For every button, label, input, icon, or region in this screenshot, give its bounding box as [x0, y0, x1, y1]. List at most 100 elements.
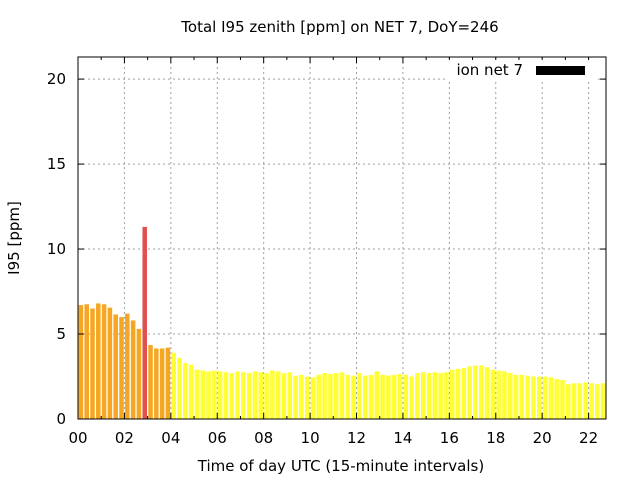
bar — [241, 372, 246, 419]
bar — [130, 320, 136, 419]
bar — [258, 372, 264, 419]
bar — [119, 317, 124, 419]
bar — [600, 383, 606, 419]
bar — [519, 374, 525, 419]
legend-swatch — [536, 66, 585, 75]
bar — [554, 379, 559, 419]
bar — [136, 328, 142, 419]
x-tick-label: 06 — [208, 429, 227, 447]
bar — [299, 374, 304, 419]
plot-frame — [77, 56, 607, 420]
bar — [560, 379, 565, 419]
bar — [380, 374, 385, 419]
bar — [322, 373, 327, 419]
bar — [246, 373, 252, 419]
bar — [212, 370, 217, 419]
bar — [159, 348, 165, 419]
bar — [183, 362, 188, 419]
bar — [293, 375, 298, 419]
bar — [374, 371, 380, 419]
bar — [351, 375, 356, 419]
bar — [542, 376, 548, 419]
bar — [513, 374, 519, 419]
bar — [125, 313, 130, 419]
bar — [357, 373, 362, 419]
bar — [391, 374, 397, 419]
legend-background — [445, 60, 595, 82]
bar — [467, 366, 472, 419]
x-tick-label: 08 — [254, 429, 273, 447]
bar — [223, 372, 229, 419]
x-axis-label: Time of day UTC (15-minute intervals) — [197, 457, 484, 475]
bar — [148, 345, 153, 419]
bar — [537, 376, 542, 419]
x-tick-label: 10 — [301, 429, 320, 447]
bar — [206, 371, 211, 419]
bar — [270, 370, 275, 419]
bar — [426, 373, 432, 419]
y-tick-label: 5 — [56, 325, 66, 343]
bar — [577, 383, 583, 419]
bar — [397, 373, 403, 419]
bar — [252, 371, 258, 419]
bar — [96, 303, 101, 419]
x-tick-label: 02 — [115, 429, 134, 447]
bar — [333, 373, 339, 419]
bar — [496, 370, 501, 419]
x-tick-label: 04 — [161, 429, 180, 447]
bar — [478, 365, 484, 419]
x-tick-label: 20 — [533, 429, 552, 447]
bar — [339, 372, 345, 419]
bar — [368, 374, 374, 419]
bar — [84, 304, 89, 419]
bar — [502, 371, 507, 419]
bar — [548, 377, 554, 419]
bar — [142, 226, 147, 419]
bar — [194, 369, 200, 419]
bar — [328, 373, 333, 419]
bar — [415, 373, 420, 419]
bar — [508, 373, 513, 419]
bar — [310, 377, 316, 419]
bar — [154, 348, 159, 419]
bar — [449, 369, 455, 419]
bar — [316, 374, 322, 419]
x-tick-label: 12 — [347, 429, 366, 447]
x-tick-label: 18 — [486, 429, 505, 447]
bar — [101, 304, 107, 419]
y-axis-label: I95 [ppm] — [5, 201, 23, 275]
bar — [217, 371, 223, 419]
legend-label: ion net 7 — [456, 61, 523, 79]
bar — [525, 375, 530, 419]
bar — [287, 372, 293, 419]
bar — [409, 376, 414, 419]
bar — [461, 368, 467, 419]
bar — [420, 372, 426, 419]
bar — [484, 367, 490, 419]
y-tick-label: 20 — [47, 70, 66, 88]
bar — [281, 373, 287, 419]
bar — [171, 352, 176, 419]
bar — [107, 307, 113, 419]
bar — [264, 373, 269, 419]
x-tick-labels: 00 02 04 06 08 10 12 14 16 18 20 22 — [68, 429, 598, 447]
bar — [531, 376, 536, 419]
bar — [583, 382, 588, 419]
x-tick-label: 22 — [579, 429, 598, 447]
axis-ticks — [77, 57, 606, 420]
bar — [589, 383, 594, 419]
bar — [113, 314, 118, 419]
bar — [571, 383, 577, 419]
bar — [235, 371, 240, 419]
bar — [438, 373, 443, 419]
y-tick-label: 0 — [56, 410, 66, 428]
bar — [444, 372, 449, 419]
bar — [595, 384, 600, 419]
chart-title: Total I95 zenith [ppm] on NET 7, DoY=246 — [180, 18, 498, 36]
y-tick-label: 15 — [47, 155, 66, 173]
x-tick-label: 00 — [68, 429, 87, 447]
bar — [455, 368, 461, 419]
bar — [566, 384, 571, 419]
bar — [78, 305, 84, 419]
